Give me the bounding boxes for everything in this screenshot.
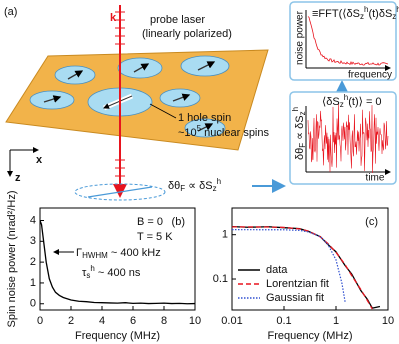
rotation-ellipse <box>74 183 166 201</box>
annotation: B = 0 <box>137 216 163 228</box>
time-xlabel: time <box>366 173 385 184</box>
fft-formula-part: z <box>360 12 364 21</box>
y-tick-label: 4 <box>30 214 36 226</box>
annotation-part: s <box>86 271 90 280</box>
rotation-label-part: ∝ δS <box>185 180 212 192</box>
rotation-label: δθF ∝ δSzh <box>168 177 221 193</box>
x-label: x <box>36 154 43 166</box>
axes-frame <box>231 207 389 311</box>
axes-frame <box>39 207 196 311</box>
time-ylabel-part: δθ <box>294 148 306 160</box>
fft-formula-part: z <box>392 12 396 21</box>
nuclear-label-part: 5 <box>197 124 202 133</box>
x-axis-label: Frequency (MHz) <box>268 330 353 342</box>
fft-formula-part: h <box>364 5 368 14</box>
polarization-ticks <box>115 11 125 177</box>
rotation-label-part: z <box>213 184 217 193</box>
wavevector: k <box>110 12 117 24</box>
x-tick-label: 0 <box>37 315 43 327</box>
y-tick-label: 1 <box>222 229 228 241</box>
time-ylabel-part: z <box>298 111 307 115</box>
time-ylabel-part: F <box>298 143 307 148</box>
time-formula-part: h <box>344 93 348 102</box>
panel-label: (c) <box>365 216 378 228</box>
rotation-label-part: h <box>217 177 221 186</box>
nuclear-label: ~105 nuclear spins <box>178 124 269 139</box>
y-tick-label: 0.1 <box>213 273 228 285</box>
annotation-part: Γ <box>76 247 82 259</box>
annotation: τsh ~ 400 ns <box>82 264 141 280</box>
y-tick-label: 2 <box>30 256 36 268</box>
fft-formula-part: h <box>396 5 399 14</box>
annotation-part: h <box>90 264 94 273</box>
x-tick-label: 10 <box>382 315 394 327</box>
fft-inset <box>289 1 397 81</box>
pointer <box>149 103 177 119</box>
legend-label: Lorentzian fit <box>266 278 329 290</box>
x-tick-label: 0.1 <box>276 315 291 327</box>
y-tick-label: 3 <box>30 235 36 247</box>
plot-area <box>232 225 381 310</box>
data-line <box>232 226 373 310</box>
x-tick-label: 0.01 <box>221 315 242 327</box>
fft-formula-part: (t)δS <box>368 8 392 20</box>
rotation-label-part: δθ <box>168 180 180 192</box>
legend-label: data <box>266 264 288 276</box>
x-tick-label: 1 <box>333 315 339 327</box>
x-tick-label: 8 <box>161 315 167 327</box>
spin-arrows <box>43 61 216 132</box>
time-formula: ⟨δSzh(t)⟩ = 0 <box>322 93 382 109</box>
x-axis-label: Frequency (MHz) <box>75 330 160 342</box>
y-tick-label: 1 <box>30 277 36 289</box>
fft-ylabel: noise power <box>295 10 306 65</box>
time-trace <box>307 103 389 174</box>
plot-area <box>40 220 195 305</box>
data-line <box>40 220 195 305</box>
spin-label-part: 1 hole spin <box>178 112 231 124</box>
annotation: T = 5 K <box>137 231 173 243</box>
fft-trace <box>307 16 389 66</box>
rotation-label-part: F <box>180 184 185 193</box>
panel-label: (a) <box>4 6 17 18</box>
laser-label: probe laser <box>150 14 205 26</box>
time-formula-part: ⟨δS <box>322 96 340 108</box>
x-tick-label: 2 <box>68 315 74 327</box>
fft-formula: ≡FFT(⟨δSzh(t)δSzh(0)⟩) <box>312 5 399 21</box>
legend-label: Gaussian fit <box>266 292 324 304</box>
time-formula-part: (t)⟩ = 0 <box>348 96 381 108</box>
spin-label: 1 hole spin <box>178 112 231 124</box>
annotation-part: ~ 400 kHz <box>108 247 161 259</box>
polarization-rotated <box>87 186 153 198</box>
time-ylabel-part: h <box>291 107 300 111</box>
annotation: ΓHWHM ~ 400 kHz <box>76 247 161 260</box>
fft-formula-part: ≡FFT(⟨δS <box>312 8 360 20</box>
nuclear-label-part: ~10 <box>178 127 197 139</box>
z-label: z <box>15 172 21 184</box>
x-tick-label: 10 <box>189 315 201 327</box>
laser-label: (linearly polarized) <box>142 28 232 40</box>
annotation-part: ~ 400 ns <box>95 267 141 279</box>
panel-label: (b) <box>172 216 185 228</box>
y-axis-label: Spin noise power (nrad²/Hz) <box>6 191 18 328</box>
y-tick-label: 0 <box>30 298 36 310</box>
x-tick-label: 6 <box>130 315 136 327</box>
time-ylabel-part: ∝ δS <box>294 115 306 142</box>
time-ylabel: δθF ∝ δSzh <box>291 107 307 160</box>
fft-xlabel: frequency <box>348 70 392 81</box>
x-tick-label: 4 <box>99 315 105 327</box>
data-line <box>232 229 346 303</box>
nuclear-label-part: nuclear spins <box>201 127 269 139</box>
annotation-part: HWHM <box>82 251 108 260</box>
time-formula-part: z <box>340 100 344 109</box>
annotation-part: τ <box>82 267 87 279</box>
panel-a <box>5 1 397 201</box>
